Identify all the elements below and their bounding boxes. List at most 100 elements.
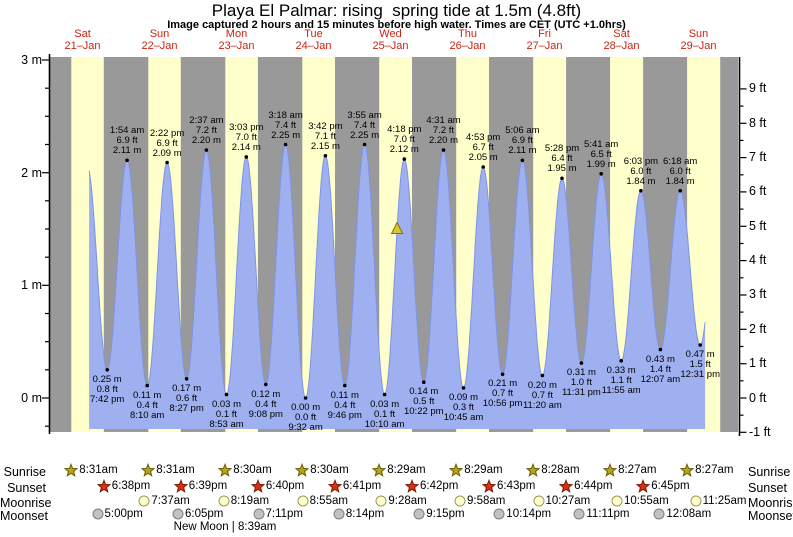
high-tide-dot xyxy=(323,154,328,158)
moonset-row-label-left: Moonset xyxy=(0,509,48,523)
low-tide-dot xyxy=(105,368,109,372)
high-tide-dot xyxy=(402,157,407,161)
moonrise-row-label-left: Moonrise xyxy=(0,496,52,510)
page-title: Playa El Palmar: rising spring tide at 1… xyxy=(211,1,582,20)
sunrise-marker: 8:29am xyxy=(372,463,426,477)
high-tide-dot xyxy=(441,148,446,152)
sunset-time: 6:41pm xyxy=(342,480,382,492)
sunrise-marker: 8:30am xyxy=(295,463,349,477)
moonrise-time: 9:28am xyxy=(388,495,427,507)
left-axis-label: 3 m xyxy=(21,52,42,67)
moonrise-marker: 8:55am xyxy=(297,495,348,507)
sunset-time: 6:43pm xyxy=(497,480,536,492)
sunrise-icon xyxy=(603,463,618,477)
sunset-time: 6:45pm xyxy=(651,480,690,492)
sunrise-icon xyxy=(218,463,233,477)
low-tide-dot xyxy=(619,359,623,363)
moonset-time: 12:08am xyxy=(666,508,712,520)
moonset-marker: 7:11pm xyxy=(253,508,304,520)
sunrise-time: 8:27am xyxy=(695,464,734,476)
moonrise-row-label-right: Moonrise xyxy=(748,496,793,510)
high-tide-dot xyxy=(244,155,249,159)
right-axis-label: 3 ft xyxy=(749,287,767,302)
moonrise-marker: 11:25am xyxy=(690,495,747,507)
sunset-time: 6:44pm xyxy=(574,480,613,492)
right-axis-label: 1 ft xyxy=(749,356,767,371)
low-tide-dot xyxy=(264,382,268,387)
moonrise-time: 10:27am xyxy=(545,495,591,507)
day-label-thu-5: Thu 26–Jan xyxy=(449,28,486,52)
right-axis-label: 7 ft xyxy=(749,150,767,165)
low-tide-annotation: 0.11 m 0.4 ft 9:46 pm xyxy=(327,389,362,421)
moonset-time: 6:05pm xyxy=(185,508,224,520)
high-tide-dot xyxy=(678,188,682,193)
low-tide-annotation: 0.47 m 1.5 ft 12:31 pm xyxy=(680,349,720,380)
sunrise-icon xyxy=(526,463,541,477)
sunset-row-label-left: Sunset xyxy=(7,481,46,495)
high-tide-annotation: 2:37 am 7.2 ft 2.20 m xyxy=(189,115,224,147)
sunrise-time: 8:28am xyxy=(541,464,580,476)
moonrise-icon xyxy=(138,495,150,507)
sunrise-time: 8:30am xyxy=(233,464,272,476)
moonset-marker: 10:14pm xyxy=(493,508,551,520)
low-tide-annotation: 0.33 m 1.1 ft 11:55 am xyxy=(601,364,641,396)
low-tide-annotation: 0.17 m 0.6 ft 8:27 pm xyxy=(169,382,204,414)
right-axis-label: 5 ft xyxy=(749,218,767,233)
sunrise-time: 8:31am xyxy=(79,464,118,476)
sunset-icon xyxy=(405,479,419,493)
high-tide-dot xyxy=(520,158,525,163)
sunrise-time: 8:30am xyxy=(310,464,349,476)
moonrise-marker: 10:27am xyxy=(533,495,591,507)
low-tide-dot xyxy=(698,343,702,347)
sunset-marker: 6:39pm xyxy=(173,479,227,493)
moonset-icon xyxy=(653,508,665,520)
sunset-marker: 6:40pm xyxy=(250,479,304,493)
moonrise-icon xyxy=(454,495,466,507)
high-tide-annotation: 6:03 pm 6.0 ft 1.84 m xyxy=(623,155,659,187)
sunset-time: 6:38pm xyxy=(111,480,151,492)
low-tide-dot xyxy=(382,392,387,397)
low-tide-annotation: 0.03 m 0.1 ft 10:10 am xyxy=(364,398,405,430)
moonset-icon xyxy=(92,508,103,520)
high-tide-annotation: 5:06 am 6.9 ft 2.11 m xyxy=(505,125,540,157)
moonset-icon xyxy=(333,508,345,520)
sunrise-marker: 8:30am xyxy=(218,463,272,477)
sunset-icon xyxy=(482,479,496,493)
sunrise-marker: 8:28am xyxy=(526,463,580,477)
moonset-marker: 9:15pm xyxy=(413,508,465,520)
moonset-time: 8:14pm xyxy=(345,508,385,520)
sunrise-time: 8:29am xyxy=(387,464,426,476)
sunrise-icon xyxy=(64,463,79,477)
moonrise-time: 8:55am xyxy=(309,495,348,507)
moonrise-marker: 9:58am xyxy=(454,495,505,507)
moonset-icon xyxy=(172,508,184,520)
sunrise-icon xyxy=(295,463,310,477)
high-tide-dot xyxy=(125,158,129,163)
moonset-row-label-right: Moonset xyxy=(748,509,793,523)
sunset-marker: 6:44pm xyxy=(559,479,612,493)
moonset-marker: 12:08am xyxy=(653,508,711,520)
moonset-icon xyxy=(253,508,264,520)
sunset-icon xyxy=(327,479,342,493)
moonset-icon xyxy=(493,508,505,520)
sunset-row-label-right: Sunset xyxy=(748,481,787,495)
low-tide-annotation: 0.14 m 0.5 ft 10:22 pm xyxy=(403,386,444,418)
high-tide-annotation: 3:55 am 7.4 ft 2.25 m xyxy=(347,109,382,141)
sunset-marker: 6:41pm xyxy=(327,479,382,493)
low-tide-annotation: 0.25 m 0.8 ft 7:42 pm xyxy=(90,373,125,405)
moonset-icon xyxy=(413,508,425,520)
high-tide-annotation: 5:41 am 6.5 ft 1.99 m xyxy=(584,138,619,170)
low-tide-dot xyxy=(145,383,149,388)
moonset-marker: 5:00pm xyxy=(92,508,143,520)
high-tide-dot xyxy=(283,142,288,147)
high-tide-annotation: 4:53 pm 6.7 ft 2.05 m xyxy=(466,132,501,163)
moonset-time: 7:11pm xyxy=(265,508,304,520)
low-tide-dot xyxy=(461,386,466,390)
low-tide-dot xyxy=(540,373,545,378)
sunrise-time: 8:31am xyxy=(156,464,195,476)
low-tide-dot xyxy=(343,383,347,388)
moonset-time: 11:11pm xyxy=(586,508,630,520)
sunrise-time: 8:27am xyxy=(618,464,657,476)
day-label-sun-8: Sun 29–Jan xyxy=(680,28,717,52)
